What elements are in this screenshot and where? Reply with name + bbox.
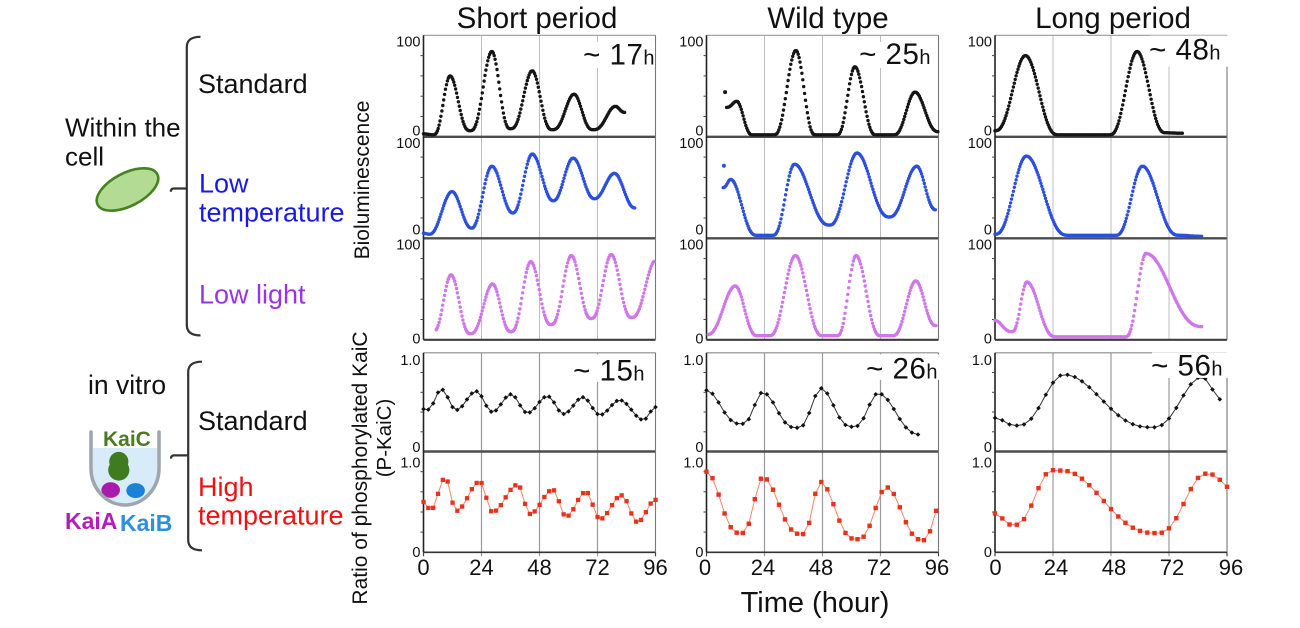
svg-text:0: 0 <box>412 545 420 561</box>
svg-text:72: 72 <box>585 555 609 580</box>
svg-text:100: 100 <box>679 35 703 51</box>
svg-text:0: 0 <box>984 223 992 239</box>
svg-text:0: 0 <box>695 223 703 239</box>
svg-text:0: 0 <box>412 440 420 456</box>
svg-text:KaiC: KaiC <box>103 428 151 451</box>
svg-text:1.0: 1.0 <box>400 456 420 472</box>
svg-text:~ 15h: ~ 15h <box>573 355 645 388</box>
svg-text:1.0: 1.0 <box>400 353 420 369</box>
svg-text:cell: cell <box>65 142 104 172</box>
svg-text:72: 72 <box>867 555 891 580</box>
svg-text:100: 100 <box>968 136 992 152</box>
svg-text:24: 24 <box>469 555 493 580</box>
svg-text:Short period: Short period <box>457 2 618 35</box>
svg-text:96: 96 <box>925 555 949 580</box>
svg-text:Low: Low <box>199 169 249 199</box>
svg-text:0: 0 <box>989 555 1001 580</box>
svg-text:High: High <box>198 472 254 502</box>
svg-text:0: 0 <box>417 555 429 580</box>
svg-text:Standard: Standard <box>198 69 308 99</box>
svg-text:0: 0 <box>695 332 703 348</box>
svg-text:100: 100 <box>679 136 703 152</box>
svg-text:100: 100 <box>396 35 420 51</box>
svg-text:Time (hour): Time (hour) <box>741 587 890 619</box>
svg-text:100: 100 <box>968 238 992 254</box>
svg-text:100: 100 <box>968 35 992 51</box>
svg-text:24: 24 <box>751 555 775 580</box>
svg-text:72: 72 <box>1160 555 1184 580</box>
svg-text:in vitro: in vitro <box>88 370 166 400</box>
svg-text:0: 0 <box>412 223 420 239</box>
svg-text:100: 100 <box>396 238 420 254</box>
svg-text:48: 48 <box>809 555 833 580</box>
svg-text:1.0: 1.0 <box>683 353 703 369</box>
svg-text:0: 0 <box>984 440 992 456</box>
svg-text:0: 0 <box>412 332 420 348</box>
svg-text:1.0: 1.0 <box>683 456 703 472</box>
svg-text:0: 0 <box>412 124 420 140</box>
svg-text:Ratio of phosphorylated KaiC: Ratio of phosphorylated KaiC <box>349 331 372 604</box>
svg-text:~ 17h: ~ 17h <box>583 39 655 72</box>
svg-text:KaiB: KaiB <box>120 510 172 536</box>
svg-text:100: 100 <box>396 136 420 152</box>
svg-text:0: 0 <box>695 440 703 456</box>
svg-text:Standard: Standard <box>198 406 308 436</box>
svg-text:24: 24 <box>1044 555 1068 580</box>
svg-text:100: 100 <box>679 238 703 254</box>
svg-text:48: 48 <box>1102 555 1126 580</box>
svg-text:Low light: Low light <box>199 280 306 310</box>
svg-text:~ 26h: ~ 26h <box>866 353 938 386</box>
svg-text:Long period: Long period <box>1035 2 1191 35</box>
svg-text:1.0: 1.0 <box>972 456 992 472</box>
svg-text:96: 96 <box>643 555 667 580</box>
svg-text:~ 56h: ~ 56h <box>1151 350 1223 383</box>
svg-text:48: 48 <box>527 555 551 580</box>
svg-text:~ 48h: ~ 48h <box>1149 34 1221 67</box>
svg-text:Bioluminescence: Bioluminescence <box>351 101 374 260</box>
svg-text:Wild type: Wild type <box>767 2 888 35</box>
svg-text:temperature: temperature <box>199 198 345 228</box>
svg-text:0: 0 <box>695 124 703 140</box>
svg-text:Within the: Within the <box>65 113 181 143</box>
svg-text:(P-KaiC): (P-KaiC) <box>373 399 396 478</box>
svg-text:~ 25h: ~ 25h <box>859 38 931 71</box>
svg-text:1.0: 1.0 <box>972 353 992 369</box>
svg-text:0: 0 <box>984 332 992 348</box>
svg-text:temperature: temperature <box>198 501 344 531</box>
svg-text:0: 0 <box>699 555 711 580</box>
svg-text:0: 0 <box>984 545 992 561</box>
svg-text:0: 0 <box>984 124 992 140</box>
svg-text:96: 96 <box>1219 555 1243 580</box>
svg-text:KaiA: KaiA <box>65 508 117 534</box>
svg-text:0: 0 <box>695 545 703 561</box>
